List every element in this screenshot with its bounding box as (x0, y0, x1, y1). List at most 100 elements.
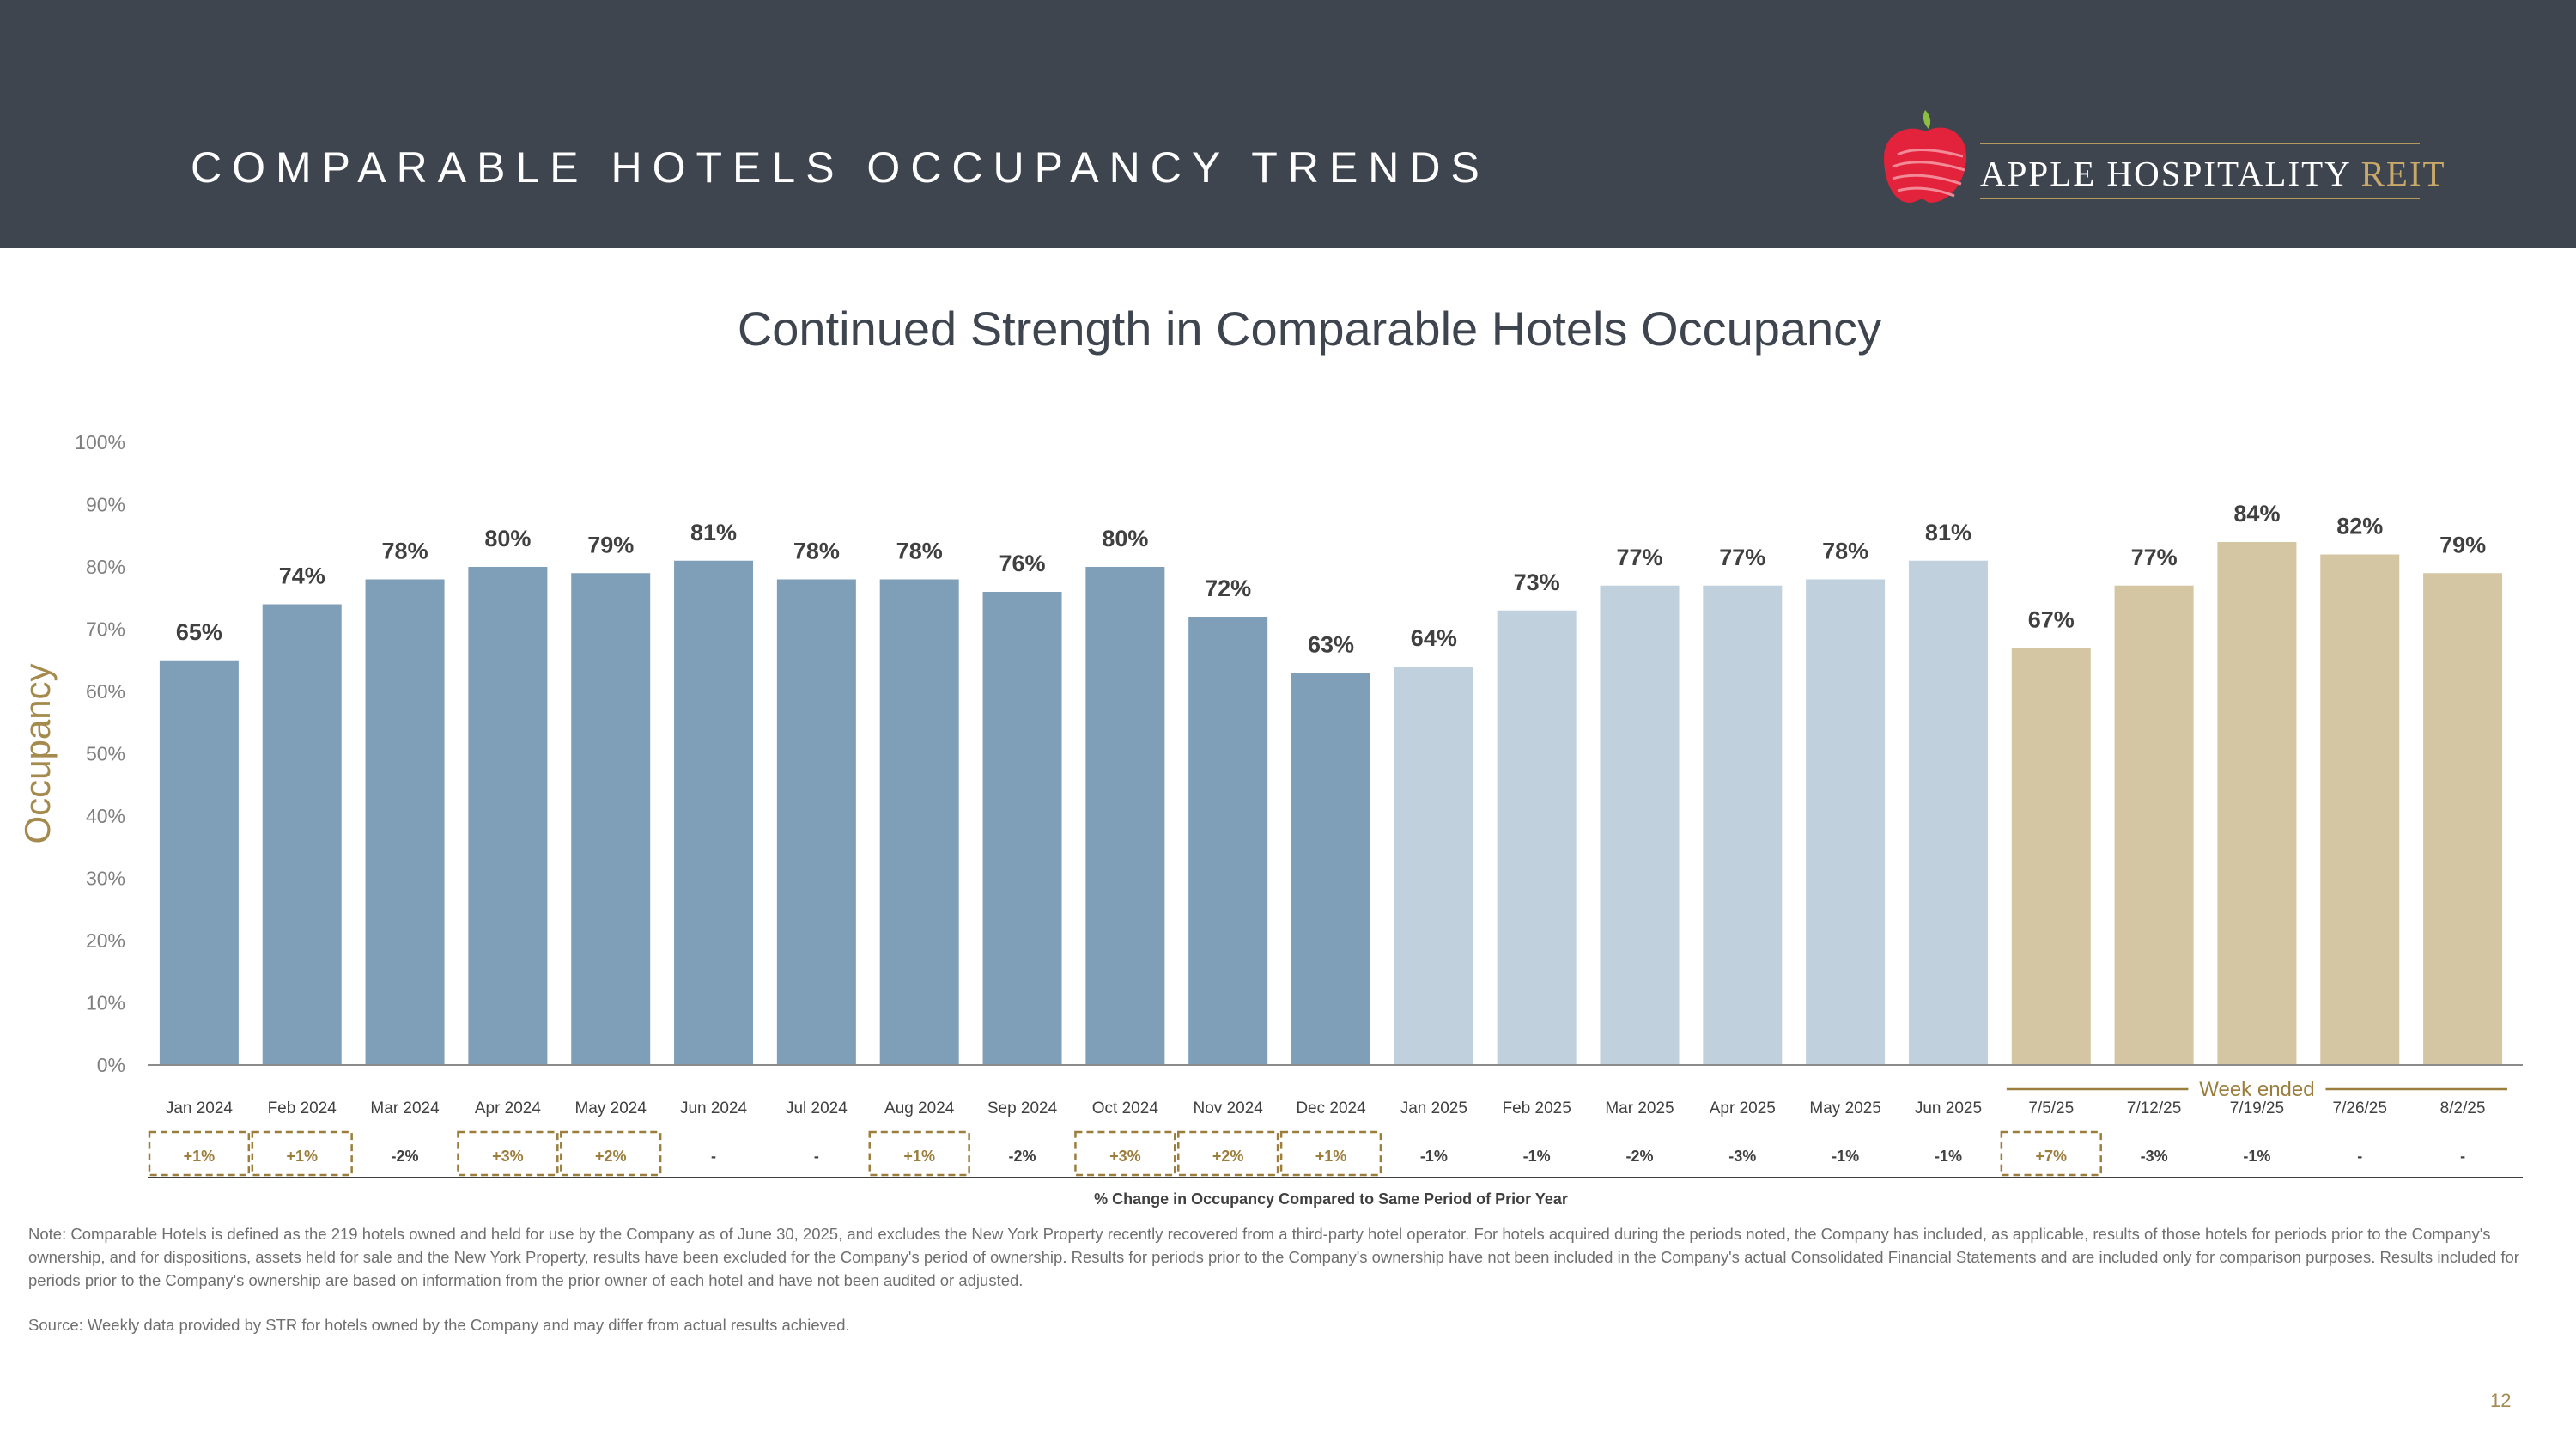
chart-title: Continued Strength in Comparable Hotels … (737, 301, 1882, 356)
bar-value-label: 74% (279, 563, 325, 589)
change-label: +1% (1315, 1148, 1347, 1165)
bar (468, 567, 548, 1065)
x-tick-label: 7/19/25 (2230, 1099, 2284, 1117)
bar (1497, 610, 1577, 1065)
bar (1291, 673, 1370, 1065)
company-logo: APPLE HOSPITALITY REIT (1880, 103, 2445, 215)
change-highlight-box (868, 1130, 970, 1177)
x-tick-label: Mar 2024 (370, 1099, 440, 1117)
bar-value-label: 65% (176, 619, 222, 645)
change-label: +7% (2036, 1148, 2068, 1165)
x-tick-label: 7/12/25 (2127, 1099, 2181, 1117)
header-bar: COMPARABLE HOTELS OCCUPANCY TRENDS APPLE… (0, 0, 2576, 248)
x-tick-label: Jun 2024 (680, 1099, 748, 1117)
y-tick-label: 20% (86, 929, 125, 952)
page-title: COMPARABLE HOTELS OCCUPANCY TRENDS (191, 143, 1490, 192)
change-label: -1% (1523, 1148, 1551, 1165)
change-label: -2% (1009, 1148, 1036, 1165)
y-tick-label: 60% (86, 680, 125, 703)
x-tick-label: May 2025 (1809, 1099, 1880, 1117)
y-tick-label: 50% (86, 743, 125, 765)
bar-value-label: 77% (2131, 545, 2178, 570)
bar (2320, 554, 2400, 1065)
bar (571, 573, 651, 1065)
x-tick-label: 7/26/25 (2333, 1099, 2387, 1117)
bar-value-label: 82% (2336, 514, 2383, 539)
bar (262, 604, 342, 1065)
page-number: 12 (2490, 1390, 2512, 1411)
change-label: +1% (286, 1148, 318, 1165)
bar-value-label: 79% (2439, 532, 2486, 557)
y-tick-label: 40% (86, 805, 125, 827)
change-label: -1% (1832, 1148, 1859, 1165)
y-tick-label: 80% (86, 556, 125, 578)
bar-value-label: 72% (1205, 575, 1251, 601)
x-tick-label: Mar 2025 (1605, 1099, 1674, 1117)
bar-value-label: 77% (1616, 545, 1662, 570)
x-tick-label: Jan 2025 (1400, 1099, 1467, 1117)
occupancy-chart: 0% 10% 20% 30% 40% 50% 60% 70% 80% 90% 100% Occupan… (17, 431, 2523, 1208)
bar (1908, 560, 1988, 1065)
bar (2011, 648, 2091, 1065)
x-tick-label: Oct 2024 (1092, 1099, 1159, 1117)
bar-value-label: 84% (2233, 501, 2280, 527)
y-tick-label: 0% (97, 1054, 125, 1076)
change-label: +2% (595, 1148, 627, 1165)
bar (1600, 585, 1680, 1065)
y-tick-label: 100% (75, 431, 125, 454)
bar-value-label: 78% (382, 539, 428, 564)
change-label: -3% (1728, 1148, 1756, 1165)
x-tick-label: Aug 2024 (884, 1099, 955, 1117)
bar (982, 592, 1062, 1065)
change-label: -1% (1935, 1148, 1962, 1165)
x-tick-label: Sep 2024 (987, 1099, 1058, 1117)
logo-rule-top (1980, 143, 2420, 144)
bar (2217, 542, 2297, 1065)
bar-value-label: 76% (999, 551, 1045, 576)
x-tick-label: Jul 2024 (786, 1099, 848, 1117)
bar (1085, 567, 1165, 1065)
y-tick-label: 70% (86, 618, 125, 641)
change-highlight-box (1074, 1130, 1176, 1177)
x-tick-label: 8/2/25 (2440, 1099, 2486, 1117)
x-tick-label: May 2024 (574, 1099, 647, 1117)
logo-rule-bottom (1980, 198, 2420, 199)
change-highlight-box (1177, 1130, 1279, 1177)
x-tick-label: Jun 2025 (1915, 1099, 1982, 1117)
change-label: - (2460, 1148, 2465, 1165)
bar-value-label: 77% (1719, 545, 1765, 570)
bar (1188, 617, 1268, 1065)
bar (1394, 667, 1473, 1065)
change-label: -2% (1625, 1148, 1653, 1165)
x-tick-label: Apr 2025 (1710, 1099, 1776, 1117)
change-highlight-box (251, 1130, 353, 1177)
change-label: -1% (1420, 1148, 1448, 1165)
change-highlight-box (1279, 1130, 1382, 1177)
x-tick-label: Jan 2024 (166, 1099, 234, 1117)
change-label: +3% (1109, 1148, 1141, 1165)
bar (674, 560, 754, 1065)
x-tick-label: 7/5/25 (2028, 1099, 2074, 1117)
change-highlight-box (560, 1130, 662, 1177)
change-label: +1% (903, 1148, 935, 1165)
x-tick-label: Dec 2024 (1296, 1099, 1366, 1117)
bar (159, 660, 239, 1065)
y-tick-label: 90% (86, 494, 125, 516)
change-highlight-box (148, 1130, 251, 1177)
bar (2423, 573, 2503, 1065)
change-label: +2% (1212, 1148, 1244, 1165)
change-highlight-box (2000, 1130, 2102, 1177)
week-ended-label: Week ended (2199, 1078, 2314, 1101)
bar (1703, 585, 1783, 1065)
change-label: -1% (2243, 1148, 2270, 1165)
bar-value-label: 78% (896, 539, 943, 564)
bar (1806, 579, 1886, 1065)
bar (879, 579, 959, 1065)
change-label: -2% (392, 1148, 419, 1165)
bar (776, 579, 856, 1065)
change-label: +3% (492, 1148, 524, 1165)
bar (2114, 585, 2194, 1065)
bar-value-label: 79% (587, 532, 634, 557)
bar-value-label: 63% (1308, 631, 1354, 657)
bar-value-label: 78% (793, 539, 840, 564)
